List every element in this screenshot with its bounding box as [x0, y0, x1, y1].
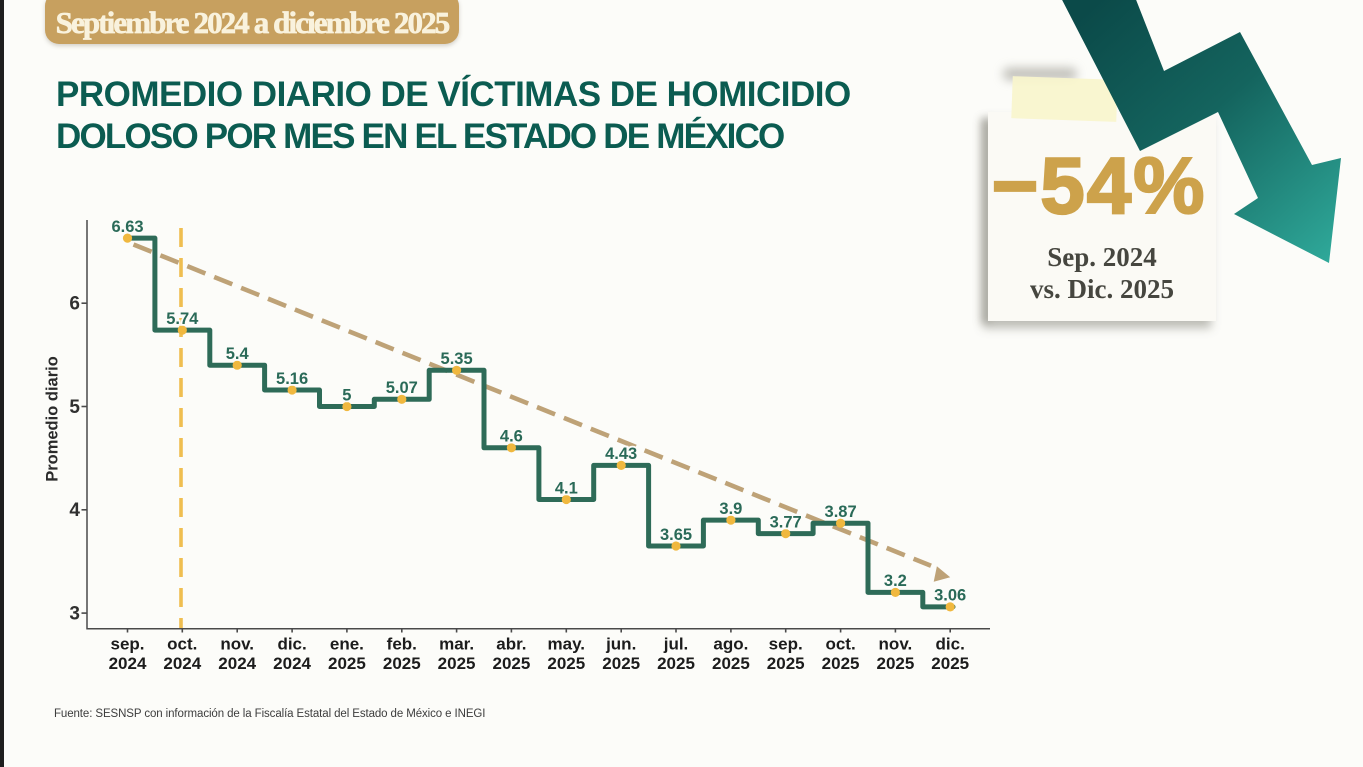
svg-text:2025: 2025 — [328, 654, 366, 673]
svg-text:3: 3 — [69, 604, 80, 625]
svg-text:oct.: oct. — [825, 635, 855, 654]
svg-text:2024: 2024 — [218, 654, 256, 673]
svg-text:abr.: abr. — [496, 635, 526, 654]
svg-text:may.: may. — [548, 635, 586, 654]
svg-text:4.6: 4.6 — [500, 428, 523, 446]
svg-text:5.16: 5.16 — [276, 370, 308, 388]
svg-text:6.63: 6.63 — [111, 218, 143, 236]
svg-text:nov.: nov. — [220, 635, 254, 654]
svg-text:2024: 2024 — [109, 654, 147, 673]
svg-text:2025: 2025 — [438, 654, 476, 673]
svg-text:5.07: 5.07 — [386, 379, 418, 397]
svg-text:jun.: jun. — [605, 635, 636, 654]
svg-text:2025: 2025 — [931, 654, 969, 673]
svg-text:sep.: sep. — [110, 635, 144, 654]
svg-text:ene.: ene. — [330, 635, 364, 654]
svg-text:2025: 2025 — [383, 654, 421, 673]
svg-text:5.4: 5.4 — [226, 345, 250, 363]
svg-text:4.43: 4.43 — [605, 445, 637, 463]
svg-text:2025: 2025 — [547, 654, 585, 673]
svg-text:2025: 2025 — [492, 654, 530, 673]
svg-text:Promedio diario: Promedio diario — [44, 356, 62, 482]
svg-text:2025: 2025 — [657, 654, 695, 673]
svg-text:feb.: feb. — [387, 635, 417, 654]
svg-text:2025: 2025 — [822, 654, 860, 673]
svg-text:5: 5 — [69, 397, 80, 418]
svg-text:2024: 2024 — [273, 654, 311, 673]
svg-text:4.1: 4.1 — [555, 479, 578, 497]
svg-text:5.74: 5.74 — [166, 310, 199, 328]
svg-text:mar.: mar. — [439, 635, 474, 654]
svg-text:dic.: dic. — [277, 635, 306, 654]
svg-text:jul.: jul. — [663, 635, 689, 654]
svg-text:3.65: 3.65 — [660, 526, 692, 544]
svg-text:2025: 2025 — [602, 654, 640, 673]
svg-text:2024: 2024 — [163, 654, 201, 673]
svg-text:3.9: 3.9 — [719, 500, 742, 518]
svg-text:dic.: dic. — [936, 635, 965, 654]
svg-text:ago.: ago. — [713, 635, 748, 654]
svg-text:3.2: 3.2 — [884, 572, 907, 590]
svg-text:3.77: 3.77 — [770, 513, 802, 531]
svg-text:6: 6 — [69, 294, 80, 315]
svg-text:2025: 2025 — [876, 654, 914, 673]
svg-text:5.35: 5.35 — [441, 350, 473, 368]
svg-text:nov.: nov. — [879, 635, 913, 654]
svg-text:2025: 2025 — [712, 654, 750, 673]
svg-text:sep.: sep. — [769, 635, 803, 654]
svg-text:5: 5 — [342, 386, 351, 404]
svg-text:2025: 2025 — [767, 654, 805, 673]
svg-text:4: 4 — [69, 500, 80, 521]
svg-text:3.06: 3.06 — [934, 587, 966, 605]
svg-text:3.87: 3.87 — [825, 503, 857, 521]
svg-text:oct.: oct. — [167, 635, 197, 654]
